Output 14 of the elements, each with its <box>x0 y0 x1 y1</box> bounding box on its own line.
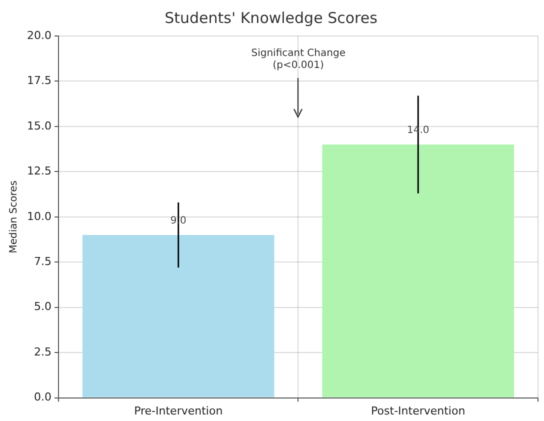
y-tick-label: 5.0 <box>34 300 52 314</box>
y-tick-label: 2.5 <box>34 345 52 358</box>
chart-title: Students' Knowledge Scores <box>164 8 378 27</box>
y-tick-label: 10.0 <box>26 210 52 223</box>
y-tick-label: 12.5 <box>26 164 52 178</box>
y-tick-label: 15.0 <box>26 119 52 132</box>
y-tick-label: 20.0 <box>26 28 52 42</box>
x-tick-label: Pre-Intervention <box>134 404 223 418</box>
y-axis-title: Median Scores <box>8 180 20 254</box>
x-tick-label: Post-Intervention <box>371 404 466 418</box>
y-tick-label: 0.0 <box>34 390 52 404</box>
y-tick-label: 7.5 <box>34 254 52 268</box>
annotation: Significant Change (p<0.001) <box>251 48 346 72</box>
y-tick-label: 17.5 <box>26 74 52 88</box>
